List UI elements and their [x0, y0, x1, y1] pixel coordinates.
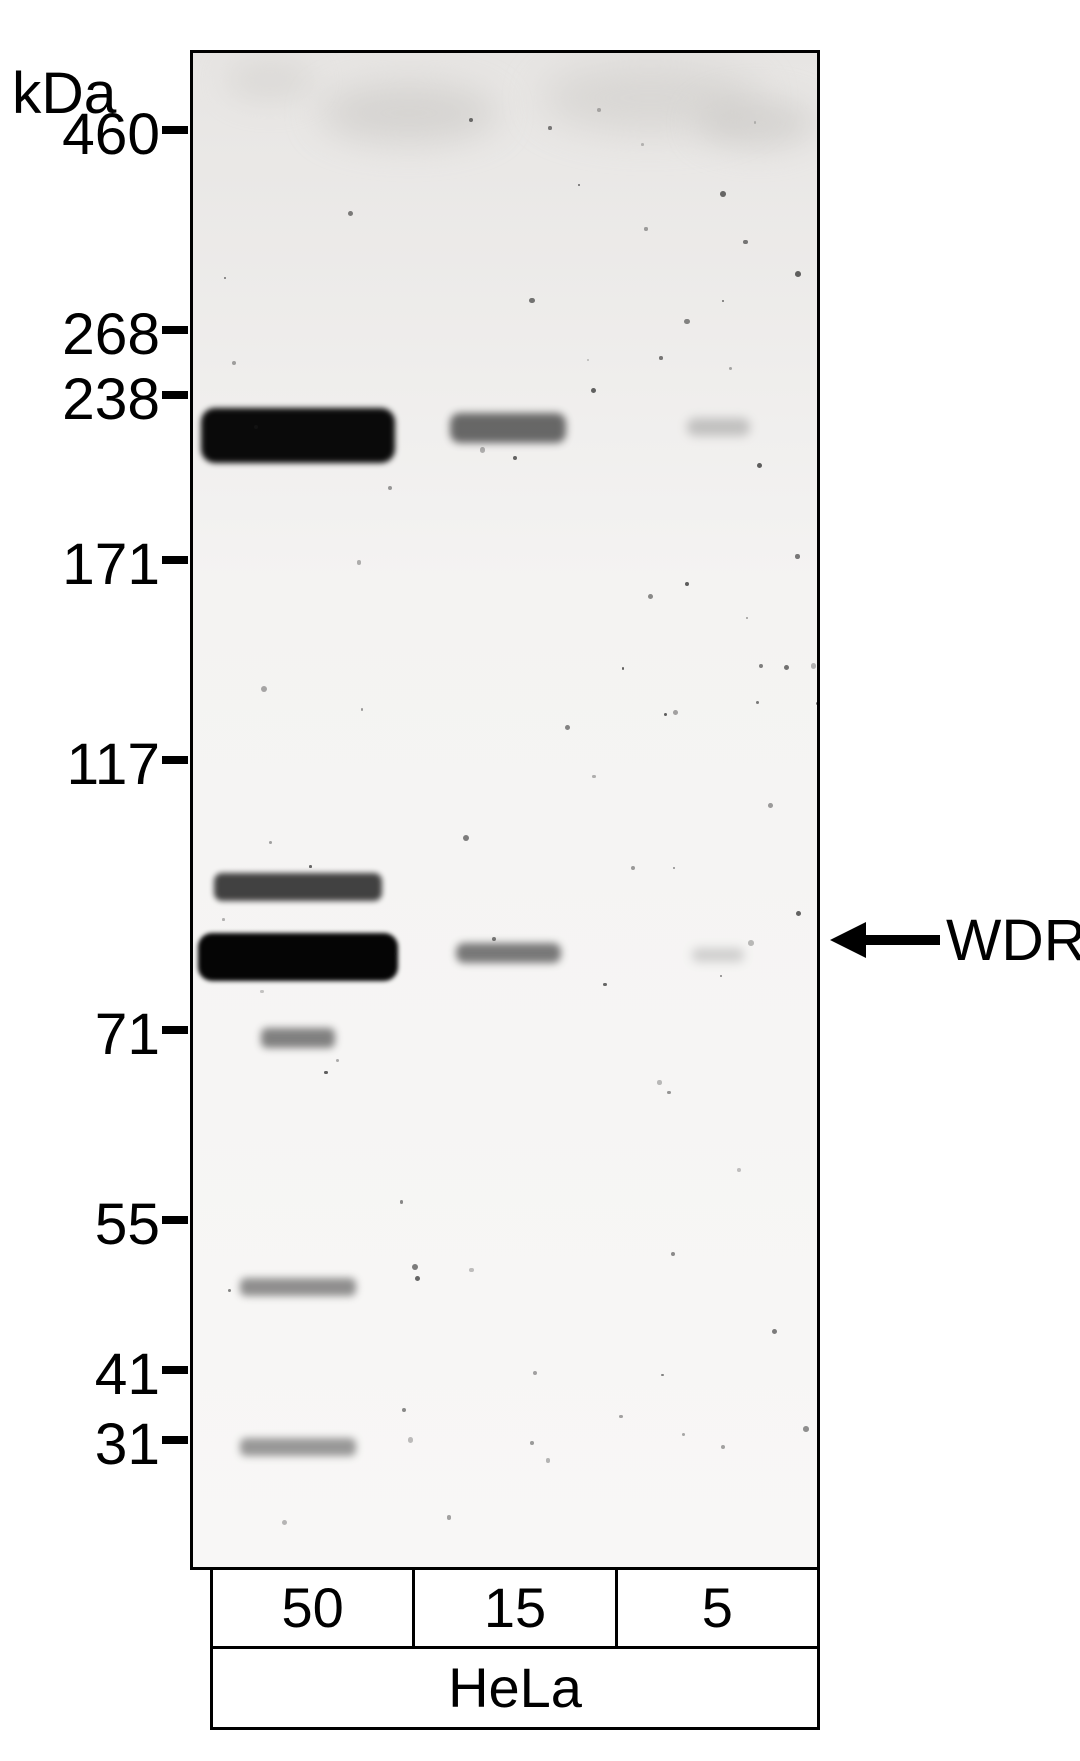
mw-marker-label: 55	[95, 1191, 160, 1258]
mw-marker-tick	[162, 1366, 188, 1374]
mw-marker-tick	[162, 1216, 188, 1224]
mw-marker-label: 71	[95, 1001, 160, 1068]
mw-marker-tick	[162, 756, 188, 764]
mw-marker-tick	[162, 326, 188, 334]
blot-membrane	[190, 50, 820, 1570]
mw-marker-label: 238	[62, 366, 160, 433]
mw-marker-tick	[162, 556, 188, 564]
mw-marker-tick	[162, 1026, 188, 1034]
blot-band	[198, 933, 398, 981]
blot-band	[214, 873, 382, 901]
mw-marker-label: 41	[95, 1341, 160, 1408]
mw-marker-label: 31	[95, 1411, 160, 1478]
smudge	[319, 83, 499, 143]
blot-band	[687, 418, 750, 436]
sample-label: HeLa	[213, 1649, 817, 1728]
mw-marker-label: 117	[66, 731, 160, 798]
mw-marker-label: 268	[62, 301, 160, 368]
lane-sample-row: HeLa	[213, 1649, 817, 1728]
blot-band	[456, 943, 561, 963]
blot-band	[201, 408, 394, 463]
smudge	[225, 58, 315, 103]
mw-marker-tick	[162, 1436, 188, 1444]
blot-band	[450, 413, 566, 443]
mw-marker-tick	[162, 391, 188, 399]
lane-load-label: 5	[618, 1570, 817, 1646]
smudge	[697, 98, 817, 148]
lane-load-row: 50155	[213, 1570, 817, 1649]
target-annotation: WDR26	[830, 917, 1080, 963]
lane-load-label: 50	[213, 1570, 415, 1646]
blot-band	[261, 1028, 335, 1048]
blot-band	[692, 948, 745, 962]
mw-marker-label: 460	[62, 101, 160, 168]
blot-band	[240, 1438, 356, 1456]
mw-marker-label: 171	[62, 531, 160, 598]
mw-marker-tick	[162, 126, 188, 134]
lane-label-table: 50155HeLa	[210, 1570, 820, 1730]
blot-background	[193, 53, 817, 1567]
blot-band	[240, 1278, 356, 1296]
lane-load-label: 15	[415, 1570, 617, 1646]
target-label: WDR26	[946, 907, 1080, 974]
arrow-left-icon	[830, 917, 940, 963]
